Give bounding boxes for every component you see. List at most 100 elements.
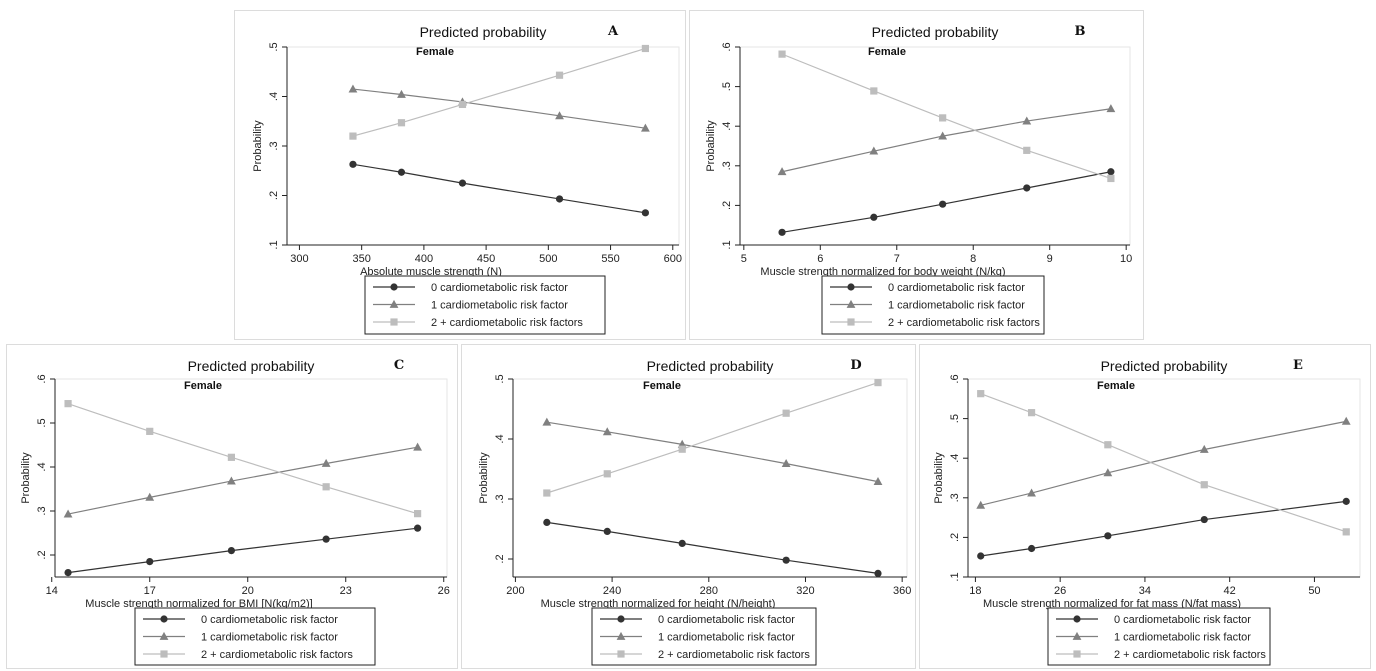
data-point — [227, 476, 236, 485]
data-point — [543, 489, 551, 497]
legend-marker — [846, 299, 856, 308]
data-point — [781, 459, 791, 467]
series-line — [980, 393, 1347, 533]
series-line — [546, 521, 879, 574]
y-tick-label: .4 — [36, 462, 48, 471]
chart-subtitle: Female — [868, 46, 906, 58]
x-tick-label: 10 — [1120, 253, 1132, 265]
data-point — [146, 558, 154, 566]
plot-area — [286, 46, 680, 246]
data-point — [397, 119, 406, 127]
x-tick-label: 550 — [601, 253, 619, 265]
x-tick-label: 400 — [415, 253, 433, 265]
x-axis-label: Muscle strength normalized for body weig… — [760, 266, 1005, 278]
y-tick-label: .1 — [268, 240, 280, 249]
legend-marker — [847, 318, 855, 326]
data-point — [1027, 488, 1036, 497]
legend-entry: 0 cardiometabolic risk factor — [888, 282, 1025, 294]
chart-title: Predicted probability — [188, 358, 315, 374]
data-point — [458, 100, 467, 109]
data-point — [1107, 168, 1115, 176]
data-point — [1104, 532, 1112, 540]
legend-entry: 1 cardiometabolic risk factor — [201, 632, 338, 644]
data-point — [641, 123, 650, 132]
data-point — [641, 44, 649, 53]
data-point — [603, 470, 611, 478]
data-point — [543, 518, 551, 526]
data-point — [603, 527, 611, 535]
data-point — [555, 195, 564, 203]
chart-panel-d: Predicted probability Female D 200 240 280 320… — [461, 344, 916, 669]
legend-marker — [159, 631, 169, 640]
data-point — [414, 510, 422, 518]
data-point — [1022, 116, 1032, 125]
y-tick-label: .4 — [721, 122, 733, 131]
data-point — [1106, 104, 1116, 113]
y-tick-label: .5 — [268, 42, 280, 51]
data-point — [348, 84, 358, 93]
data-point — [349, 132, 357, 140]
legend-entry: 0 cardiometabolic risk factor — [1114, 614, 1251, 626]
data-point — [321, 458, 331, 467]
data-point — [1027, 409, 1036, 417]
data-point — [1341, 416, 1351, 425]
data-point — [1023, 184, 1031, 192]
x-axis-label: Muscle strength normalized for fat mass … — [983, 598, 1241, 610]
plot-area — [967, 378, 1361, 578]
chart-subtitle: Female — [643, 380, 681, 392]
data-point — [1027, 544, 1036, 553]
data-point — [777, 167, 787, 176]
data-point — [782, 409, 790, 417]
x-tick-label: 360 — [893, 585, 911, 597]
data-point — [678, 445, 686, 453]
chart-subtitle: Female — [1097, 380, 1135, 392]
x-axis-label: Absolute muscle strength (N) — [360, 266, 502, 278]
chart-subtitle: Female — [184, 380, 222, 392]
data-point — [64, 400, 72, 408]
data-point — [976, 500, 986, 509]
data-point — [874, 379, 882, 387]
x-tick-label: 26 — [1054, 585, 1066, 597]
data-point — [458, 179, 467, 187]
legend-marker — [1073, 650, 1081, 658]
data-point — [64, 569, 72, 577]
x-tick-label: 42 — [1224, 585, 1236, 597]
data-point — [1200, 481, 1208, 489]
series-line — [67, 403, 418, 515]
chart-svg: Predicted probability Female B 5 6 7 8 9 10 .1 .2.… — [705, 24, 1132, 335]
legend-entry: 0 cardiometabolic risk factor — [431, 282, 568, 294]
data-point — [938, 131, 948, 140]
data-point — [1342, 528, 1350, 536]
y-tick-label: .1 — [721, 240, 733, 249]
y-tick-label: .2 — [36, 550, 48, 559]
legend-entry: 1 cardiometabolic risk factor — [888, 300, 1025, 312]
x-axis-label: Muscle strength normalized for height (N… — [541, 598, 776, 610]
panel-letter: D — [850, 358, 861, 373]
chart-subtitle: Female — [416, 46, 454, 58]
data-point — [939, 114, 947, 122]
y-tick-label: .3 — [494, 494, 506, 503]
data-point — [322, 483, 330, 491]
y-axis-label: Probability — [252, 120, 264, 172]
series-line — [352, 47, 646, 137]
y-tick-label: .2 — [494, 554, 506, 563]
chart-panel-e: Predicted probability Female E 18 26 34 42 50 .1… — [919, 344, 1371, 669]
y-tick-label: .3 — [268, 141, 280, 150]
chart-title: Predicted probability — [872, 24, 999, 40]
legend-marker — [160, 650, 168, 658]
x-tick-label: 14 — [46, 585, 58, 597]
panel-letter: E — [1293, 358, 1303, 373]
chart-panel-b: Predicted probability Female B 5 6 7 8 9 10 .1 .2.… — [689, 10, 1144, 340]
data-point — [542, 417, 552, 426]
data-point — [602, 427, 612, 436]
data-point — [63, 509, 73, 518]
y-tick-label: .4 — [494, 434, 506, 443]
data-point — [414, 524, 422, 532]
series-line — [546, 382, 879, 494]
data-point — [939, 200, 947, 208]
x-tick-label: 8 — [970, 253, 976, 265]
data-point — [778, 228, 786, 236]
x-tick-label: 200 — [506, 585, 524, 597]
legend-marker — [1073, 615, 1081, 623]
y-tick-label: .5 — [494, 374, 506, 383]
